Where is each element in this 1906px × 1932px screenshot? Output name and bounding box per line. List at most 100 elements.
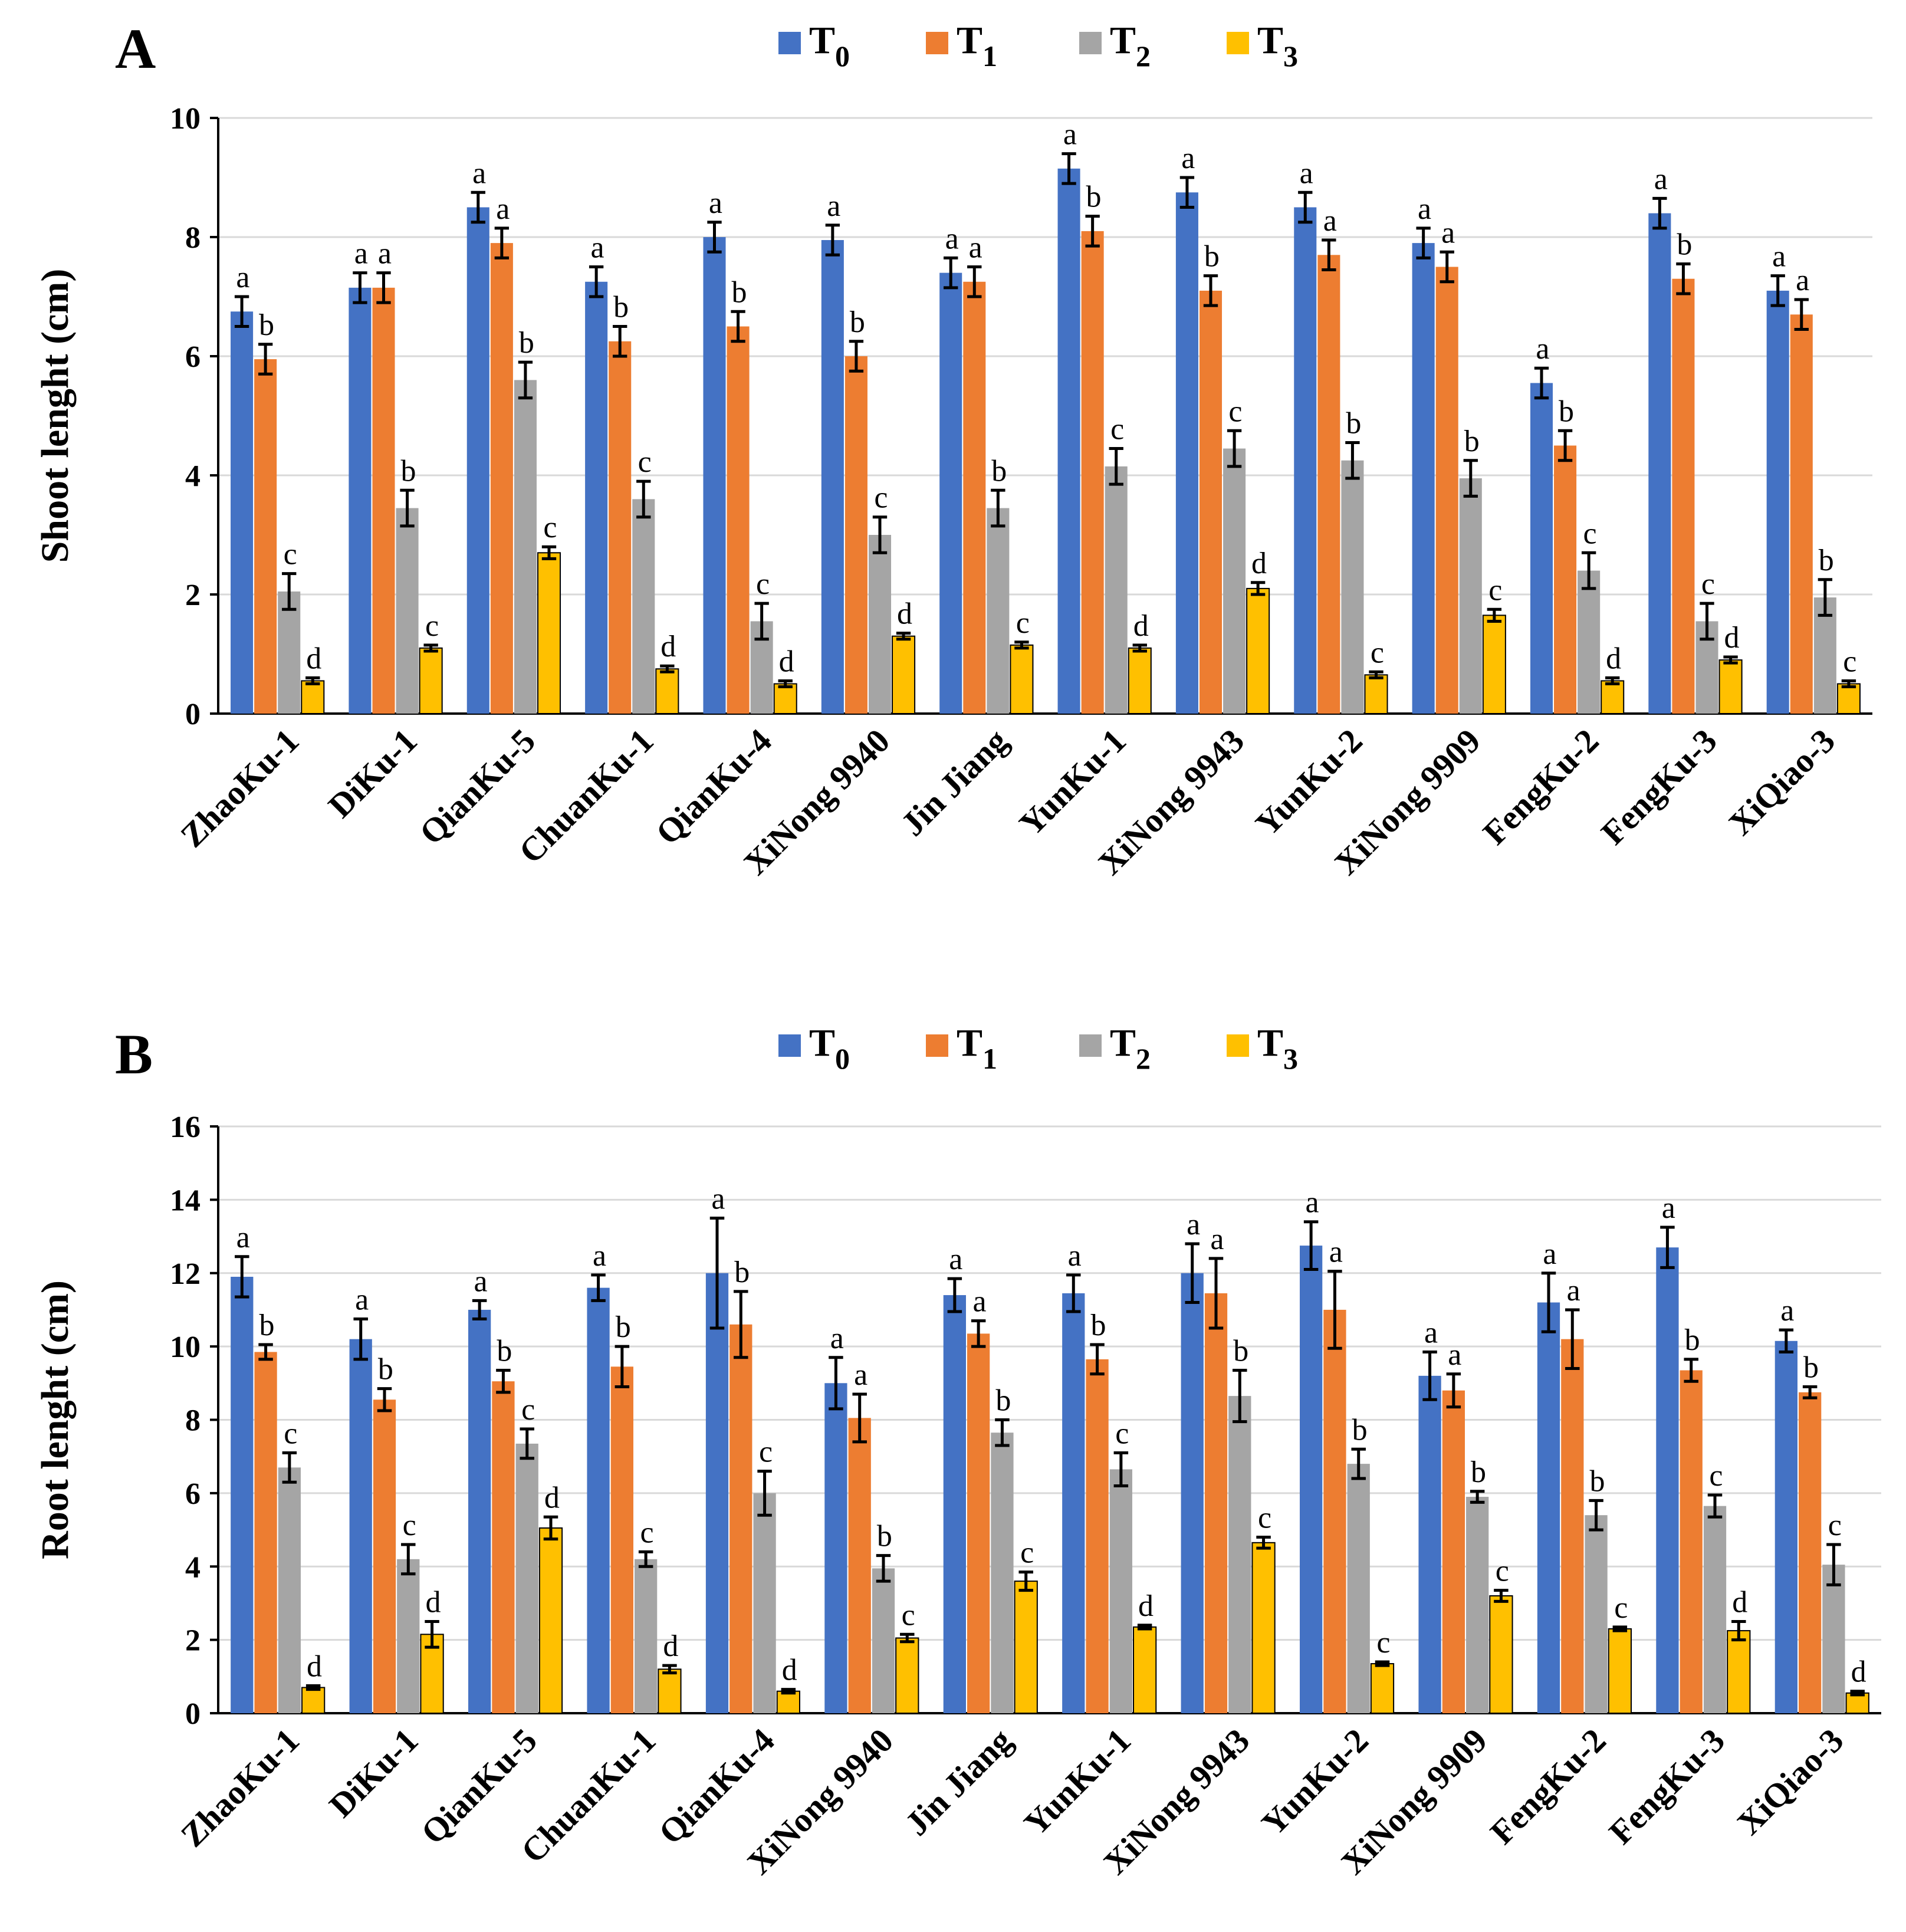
significance-letter: c bbox=[902, 1598, 915, 1632]
bar-t1-fengku-3 bbox=[1672, 278, 1695, 714]
panel-label: B bbox=[115, 1023, 153, 1086]
legend-label-t3: T3 bbox=[1257, 19, 1298, 73]
legend-label-base: T bbox=[1110, 19, 1136, 62]
bar-t2-diku-1 bbox=[396, 508, 419, 714]
bar-t1-xiqiao-3 bbox=[1799, 1392, 1822, 1713]
bar-t3-fengku-2 bbox=[1601, 680, 1625, 714]
bar-t2-xinong-9943 bbox=[1228, 1396, 1251, 1713]
bar-t3-xinong-9943 bbox=[1246, 587, 1270, 715]
significance-letter: a bbox=[711, 1182, 725, 1215]
significance-letter: c bbox=[638, 445, 652, 479]
bar-t1-fengku-2 bbox=[1554, 445, 1577, 714]
significance-letter: a bbox=[854, 1358, 867, 1392]
significance-letter: a bbox=[973, 1285, 987, 1319]
significance-letter: d bbox=[779, 645, 794, 678]
bar-t2-qianku-5 bbox=[515, 1443, 538, 1713]
significance-letter: a bbox=[1063, 118, 1077, 152]
bar-t1-qianku-4 bbox=[727, 326, 750, 714]
significance-letter: a bbox=[472, 156, 486, 190]
significance-letter: a bbox=[1418, 192, 1431, 226]
significance-letter: c bbox=[1709, 1459, 1723, 1493]
bar-t0-chuanku-1 bbox=[585, 281, 608, 714]
category-label: FengKu-2 bbox=[1475, 721, 1606, 852]
bar-t3-fengku-3 bbox=[1718, 659, 1743, 714]
bar-t0-yunku-2 bbox=[1300, 1246, 1323, 1713]
bar-t3-qianku-5 bbox=[537, 552, 561, 714]
significance-letter: d bbox=[306, 642, 321, 675]
significance-letter: a bbox=[1187, 1208, 1200, 1241]
category-label: FengKu-3 bbox=[1602, 1721, 1732, 1851]
significance-letter: c bbox=[1828, 1509, 1842, 1542]
significance-letter: c bbox=[1020, 1536, 1034, 1570]
bar-t2-zhaoku-1 bbox=[278, 1467, 301, 1713]
significance-letter: a bbox=[1662, 1191, 1675, 1225]
bar-t0-qianku-4 bbox=[705, 1273, 729, 1713]
legend-swatch-t1 bbox=[926, 32, 948, 54]
bar-t1-diku-1 bbox=[372, 287, 395, 714]
bar-t1-chuanku-1 bbox=[610, 1366, 633, 1713]
legend-label-base: T bbox=[1257, 19, 1283, 62]
bar-t1-xinong-9909 bbox=[1435, 267, 1458, 714]
bar-t3-xiqiao-3 bbox=[1836, 683, 1861, 714]
bar-t3-jin-jiang bbox=[1014, 1581, 1038, 1714]
legend-label-base: T bbox=[1110, 1021, 1136, 1064]
bar-t0-chuanku-1 bbox=[587, 1287, 610, 1713]
category-label: Jin Jiang bbox=[893, 721, 1016, 843]
y-tick-label: 14 bbox=[170, 1184, 201, 1217]
significance-letter: c bbox=[284, 1417, 297, 1450]
bar-t1-chuanku-1 bbox=[609, 341, 632, 714]
bar-t1-qianku-4 bbox=[729, 1324, 752, 1713]
legend-swatch-t2 bbox=[1079, 1034, 1102, 1057]
significance-letter: d bbox=[782, 1654, 797, 1687]
significance-letter: c bbox=[756, 567, 770, 601]
bar-t0-fengku-2 bbox=[1537, 1302, 1560, 1713]
bar-t2-yunku-1 bbox=[1109, 1469, 1132, 1713]
bar-t2-fengku-2 bbox=[1578, 570, 1601, 714]
y-tick-label: 6 bbox=[185, 340, 201, 374]
significance-letter: c bbox=[1614, 1591, 1628, 1625]
bar-t0-qianku-4 bbox=[703, 237, 726, 714]
category-label: FengKu-3 bbox=[1593, 721, 1724, 852]
significance-letter: c bbox=[640, 1516, 654, 1549]
significance-letter: b bbox=[1086, 180, 1102, 214]
significance-letter: d bbox=[1133, 609, 1149, 643]
significance-letter: a bbox=[1323, 204, 1337, 238]
bar-t2-xinong-9943 bbox=[1223, 448, 1246, 714]
bar-t1-fengku-2 bbox=[1561, 1339, 1584, 1713]
significance-letter: b bbox=[378, 1353, 393, 1386]
legend-label-t1: T1 bbox=[957, 1021, 997, 1075]
category-label: Jin Jiang bbox=[898, 1721, 1020, 1843]
bar-t2-xinong-9909 bbox=[1466, 1497, 1489, 1713]
y-tick-label: 2 bbox=[185, 1624, 201, 1658]
significance-letter: b bbox=[1233, 1335, 1248, 1368]
bar-t0-fengku-3 bbox=[1656, 1247, 1679, 1713]
significance-letter: c bbox=[521, 1393, 535, 1427]
bar-t0-zhaoku-1 bbox=[231, 1276, 254, 1713]
significance-letter: a bbox=[945, 222, 959, 255]
bar-t3-fengku-3 bbox=[1727, 1630, 1751, 1714]
legend-swatch-t0 bbox=[778, 32, 801, 54]
bar-t3-chuanku-1 bbox=[655, 668, 679, 714]
significance-letter: b bbox=[1352, 1413, 1368, 1447]
significance-letter: b bbox=[1204, 240, 1220, 274]
legend-label-base: T bbox=[1257, 1021, 1283, 1064]
significance-letter: b bbox=[877, 1520, 892, 1553]
significance-letter: a bbox=[1210, 1223, 1224, 1256]
significance-letter: a bbox=[830, 1322, 844, 1355]
significance-letter: d bbox=[1851, 1655, 1866, 1689]
legend-label-base: T bbox=[809, 1021, 835, 1064]
category-label: DiKu-1 bbox=[321, 1721, 425, 1825]
significance-letter: b bbox=[1346, 406, 1361, 440]
bar-t3-yunku-1 bbox=[1128, 647, 1152, 715]
bar-t3-xinong-9909 bbox=[1482, 615, 1506, 714]
significance-letter: c bbox=[1258, 1501, 1271, 1535]
category-label: YunKu-1 bbox=[1017, 1721, 1138, 1842]
significance-letter: c bbox=[1843, 645, 1856, 678]
y-tick-label: 0 bbox=[185, 698, 201, 731]
bar-t1-fengku-3 bbox=[1680, 1370, 1703, 1713]
significance-letter: a bbox=[496, 192, 510, 226]
bar-t0-xinong-9940 bbox=[824, 1383, 847, 1713]
bar-t2-yunku-2 bbox=[1347, 1464, 1370, 1713]
significance-letter: a bbox=[1441, 216, 1455, 249]
